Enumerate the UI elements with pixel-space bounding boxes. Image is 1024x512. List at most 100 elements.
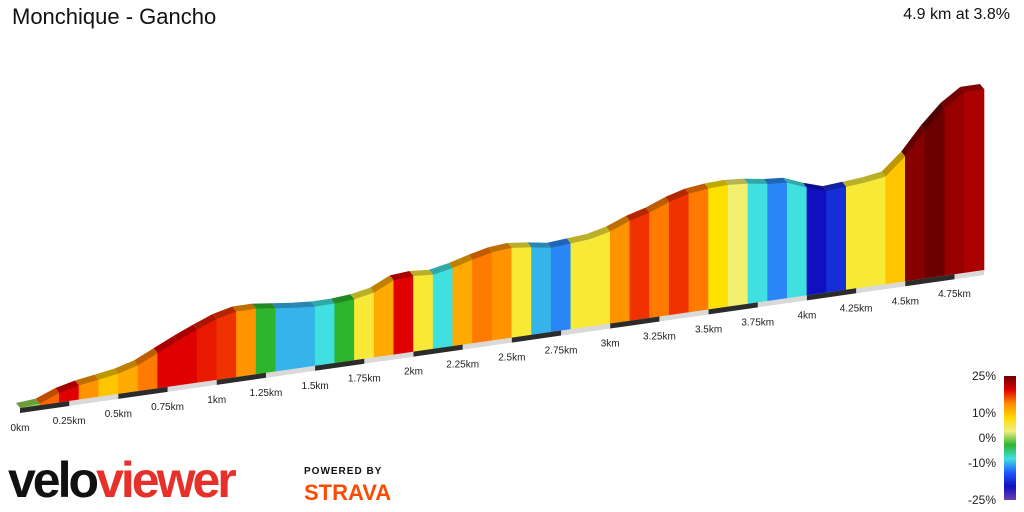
profile-slice-top <box>527 242 552 248</box>
strava-logo: STRAVA <box>304 480 392 505</box>
profile-slice-top <box>134 348 158 366</box>
distance-tick-labels: 0km 0.25km 0.5km 0.75km 1km 1.25km 1.5km 1.75km… <box>11 289 971 434</box>
distance-tick-label: 4.75km <box>938 289 971 300</box>
profile-slice <box>452 259 473 347</box>
distance-baseline-segment <box>216 372 266 385</box>
profile-slice <box>964 88 985 274</box>
profile-slice-top <box>822 181 847 192</box>
profile-slice <box>275 307 296 372</box>
profile-slice-top <box>625 207 650 221</box>
gradient-legend: 25% 10% 0% -10% -25% <box>968 369 1016 507</box>
profile-slice-top <box>606 215 630 232</box>
profile-slice-top <box>861 171 886 183</box>
profile-slice-top <box>409 269 434 277</box>
profile-slice-top <box>173 324 198 342</box>
profile-slice <box>826 186 847 293</box>
distance-tick-label: 4.25km <box>840 303 873 314</box>
profile-slice <box>845 182 867 291</box>
profile-slice <box>216 311 237 381</box>
profile-slice-top <box>252 303 276 309</box>
distance-tick-label: 4km <box>797 310 816 321</box>
profile-slice <box>727 183 749 307</box>
distance-tick-label: 0.5km <box>105 409 132 420</box>
distance-tick-label: 2km <box>404 367 423 378</box>
profile-slice-top <box>153 336 178 354</box>
distance-tick-label: 1.75km <box>348 374 381 385</box>
profile-slice-top <box>802 182 827 192</box>
profile-slice-top <box>291 301 316 308</box>
distance-tick-label: 1.25km <box>250 388 283 399</box>
profile-slice <box>688 188 709 313</box>
distance-tick-label: 0km <box>11 423 30 434</box>
profile-slice <box>531 247 552 336</box>
profile-slice-top <box>763 177 788 184</box>
gradient-legend-label: -25% <box>968 493 996 507</box>
profile-slice <box>708 184 729 310</box>
profile-slice-top <box>566 233 591 244</box>
profile-slice <box>295 306 316 369</box>
profile-slice <box>649 201 670 319</box>
profile-slice-top <box>232 303 257 312</box>
profile-slice-top <box>311 298 335 307</box>
distance-baseline-segment <box>610 316 660 329</box>
profile-slice <box>432 267 454 350</box>
distance-baseline-segment <box>905 274 955 287</box>
distance-tick-label: 3.25km <box>643 331 676 342</box>
profile-slice-top <box>920 102 945 131</box>
distance-baseline-segment <box>413 344 463 357</box>
distance-tick-label: 1km <box>207 395 226 406</box>
profile-slice <box>786 182 808 299</box>
profile-slice-top <box>901 125 925 157</box>
profile-slice <box>196 318 218 383</box>
profile-slice <box>550 242 572 333</box>
profile-slice-top <box>193 313 217 330</box>
gradient-legend-label: 10% <box>972 406 996 420</box>
profile-slice <box>629 212 650 322</box>
profile-slice-top <box>960 84 984 92</box>
profile-slices <box>16 84 985 409</box>
distance-baseline-segment <box>315 358 365 371</box>
profile-slice <box>334 298 355 364</box>
profile-slice <box>393 275 414 355</box>
gradient-legend-label: 0% <box>979 431 997 445</box>
profile-slice-top <box>389 271 414 281</box>
profile-slice <box>924 107 945 279</box>
profile-slice-top <box>684 183 709 194</box>
profile-slice-top <box>743 178 768 184</box>
profile-slice <box>314 303 336 367</box>
branding: veloviewer POWERED BY STRAVA <box>8 452 428 508</box>
profile-slice <box>373 279 395 358</box>
gradient-legend-label: 25% <box>972 369 996 383</box>
profile-slice-top <box>704 179 729 189</box>
profile-slice-top <box>448 254 473 269</box>
distance-baseline <box>20 270 984 413</box>
distance-tick-label: 2.75km <box>545 346 578 357</box>
distance-baseline-segment <box>20 400 70 413</box>
profile-slice <box>511 247 532 338</box>
profile-slice <box>609 220 631 324</box>
powered-by-label: POWERED BY <box>304 466 383 477</box>
profile-slice-top <box>507 242 532 248</box>
profile-slice <box>255 307 277 375</box>
profile-slice-top <box>881 151 906 177</box>
distance-baseline-segment <box>806 288 857 301</box>
distance-tick-label: 3km <box>601 339 620 350</box>
distance-tick-label: 1.5km <box>301 381 328 392</box>
profile-slice-top <box>55 380 80 394</box>
profile-slice-top <box>842 177 866 187</box>
profile-slice-top <box>370 275 394 293</box>
profile-slice <box>491 247 513 341</box>
distance-baseline-segment <box>708 302 758 315</box>
profile-slice-top <box>783 177 807 188</box>
gradient-legend-labels: 25% 10% 0% -10% -25% <box>968 369 996 507</box>
profile-slice <box>236 308 257 378</box>
distance-baseline-segment <box>511 330 562 343</box>
profile-slice-top <box>724 178 748 185</box>
profile-slice-top <box>488 242 512 253</box>
gradient-legend-label: -10% <box>968 456 996 470</box>
distance-tick-label: 0.25km <box>53 416 86 427</box>
distance-tick-label: 0.75km <box>151 402 184 413</box>
profile-slice-top <box>350 287 375 300</box>
profile-slice-top <box>940 86 965 108</box>
